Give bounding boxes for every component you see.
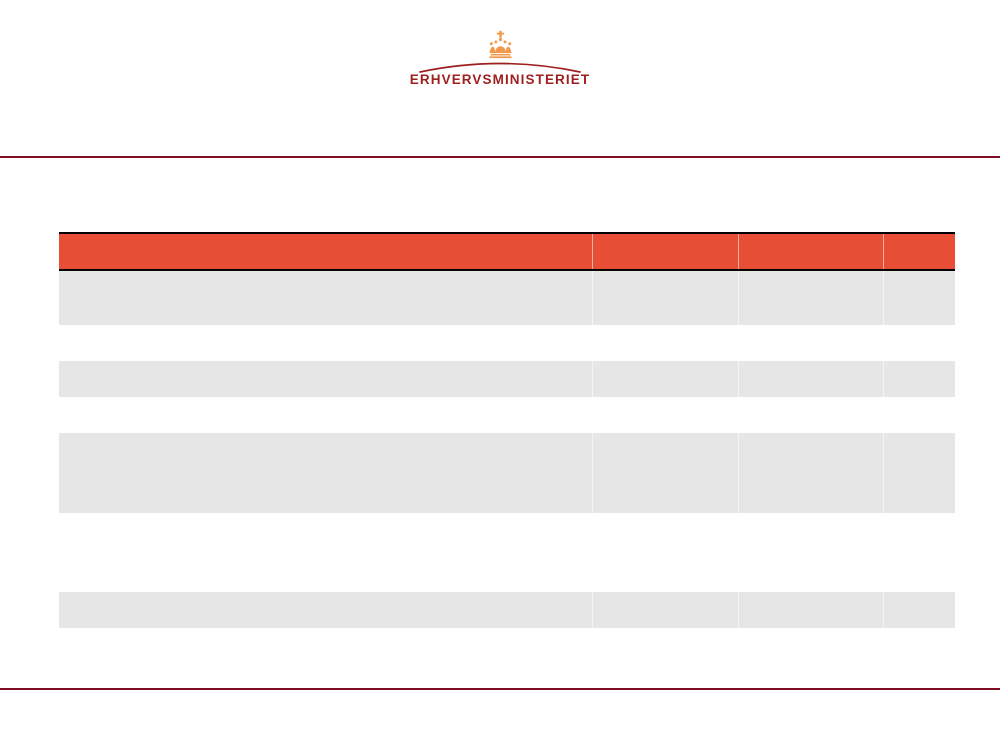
logo-arc [419, 62, 581, 73]
table-cell [592, 592, 738, 628]
table-row [59, 271, 955, 325]
table-header-row [59, 232, 955, 271]
table-row [59, 433, 955, 513]
table-cell [59, 592, 592, 628]
table-cell [592, 397, 738, 433]
table-header-cell [883, 234, 955, 269]
table-cell [883, 361, 955, 397]
table-cell [738, 325, 883, 361]
table-cell [738, 513, 883, 592]
crown-icon [489, 30, 512, 59]
table-row-spacer [59, 325, 955, 361]
table-cell [883, 513, 955, 592]
table-cell [883, 433, 955, 513]
data-table [59, 232, 955, 628]
table-header-cell [738, 234, 883, 269]
table-cell [738, 397, 883, 433]
top-divider-rule [0, 156, 1000, 158]
table-cell [59, 433, 592, 513]
table-cell [59, 397, 592, 433]
table-cell [592, 433, 738, 513]
table-header-cell [592, 234, 738, 269]
table-cell [738, 592, 883, 628]
table-row [59, 361, 955, 397]
table-cell [592, 361, 738, 397]
table-cell [883, 592, 955, 628]
ministry-logo: ERHVERVSMINISTERIET [0, 0, 1000, 120]
table-cell [59, 361, 592, 397]
table-cell [59, 325, 592, 361]
table-header-cell [59, 234, 592, 269]
table-row-spacer [59, 397, 955, 433]
table-cell [59, 271, 592, 325]
bottom-divider-rule [0, 688, 1000, 690]
ministry-name: ERHVERVSMINISTERIET [409, 72, 591, 87]
table-cell [883, 325, 955, 361]
table-row-spacer [59, 513, 955, 592]
table-row [59, 592, 955, 628]
table-cell [883, 271, 955, 325]
table-cell [592, 271, 738, 325]
table-cell [738, 433, 883, 513]
table-cell [592, 513, 738, 592]
table-cell [738, 361, 883, 397]
table-cell [59, 513, 592, 592]
table-cell [883, 397, 955, 433]
table-cell [592, 325, 738, 361]
table-cell [738, 271, 883, 325]
